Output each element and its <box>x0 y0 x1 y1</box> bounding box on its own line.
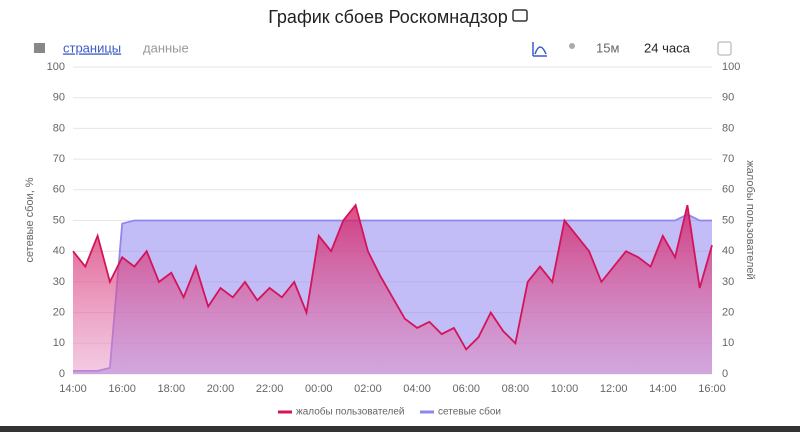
y2-axis-label: жалобы пользователей <box>744 160 756 279</box>
y-tick-label: 20 <box>53 307 65 319</box>
y2-tick-label: 80 <box>722 122 734 134</box>
y-tick-label: 90 <box>53 92 65 104</box>
area <box>73 205 712 374</box>
y-axis-label: сетевые сбои, % <box>24 177 36 262</box>
x-tick-label: 16:00 <box>108 383 136 395</box>
x-tick-label: 12:00 <box>600 383 628 395</box>
x-tick-label: 06:00 <box>452 383 480 395</box>
y-tick-label: 100 <box>47 61 65 73</box>
pages-link[interactable]: страницы <box>63 40 121 55</box>
y-tick-label: 40 <box>53 245 65 257</box>
x-tick-label: 20:00 <box>207 383 235 395</box>
x-tick-label: 22:00 <box>256 383 284 395</box>
user-icon[interactable] <box>569 43 575 49</box>
line <box>73 213 712 372</box>
x-tick-label: 00:00 <box>305 383 333 395</box>
y-tick-label: 70 <box>53 153 65 165</box>
line <box>72 203 713 351</box>
chart-title: График сбоев Роскомнадзор <box>268 7 508 27</box>
data-link[interactable]: данные <box>143 40 189 55</box>
x-tick-label: 14:00 <box>649 383 677 395</box>
y-tick-label: 50 <box>53 214 65 226</box>
bottom-bar <box>0 426 800 432</box>
y2-tick-label: 90 <box>722 92 734 104</box>
chart-mode-icon[interactable] <box>532 42 547 57</box>
y2-tick-label: 100 <box>722 61 740 73</box>
y2-tick-label: 10 <box>722 337 734 349</box>
x-tick-label: 14:00 <box>59 383 87 395</box>
y2-tick-label: 20 <box>722 307 734 319</box>
x-tick-label: 10:00 <box>551 383 579 395</box>
legend-label: сетевые сбои <box>438 406 501 418</box>
y-tick-label: 10 <box>53 337 65 349</box>
y-tick-label: 30 <box>53 276 65 288</box>
legend-label: жалобы пользователей <box>296 406 405 418</box>
y-tick-label: 0 <box>59 368 65 380</box>
camera-icon[interactable] <box>34 43 45 53</box>
y2-tick-label: 50 <box>722 214 734 226</box>
title-icon <box>512 9 528 22</box>
y2-tick-label: 0 <box>722 368 728 380</box>
x-tick-label: 18:00 <box>158 383 186 395</box>
y2-tick-label: 60 <box>722 184 734 196</box>
y2-tick-label: 70 <box>722 153 734 165</box>
y-tick-label: 60 <box>53 184 65 196</box>
range[interactable]: 24 часа <box>644 40 691 55</box>
y2-tick-label: 40 <box>722 245 734 257</box>
calendar-icon[interactable] <box>717 41 732 56</box>
x-tick-label: 08:00 <box>502 383 530 395</box>
y2-tick-label: 30 <box>722 276 734 288</box>
x-tick-label: 02:00 <box>354 383 382 395</box>
y-tick-label: 80 <box>53 122 65 134</box>
interval[interactable]: 15м <box>596 40 619 55</box>
x-tick-label: 16:00 <box>698 383 726 395</box>
x-tick-label: 04:00 <box>403 383 431 395</box>
